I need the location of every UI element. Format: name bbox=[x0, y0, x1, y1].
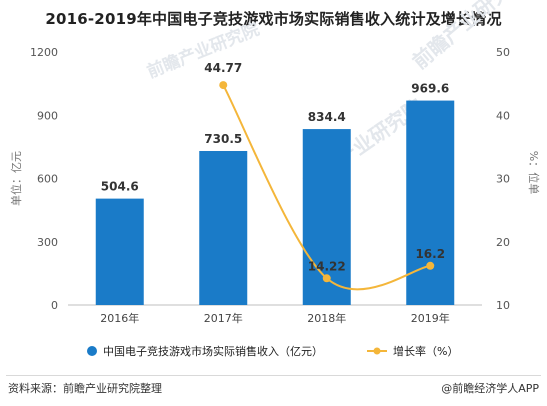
growth-rate-point bbox=[219, 81, 228, 90]
left-y-tick-label: 300 bbox=[37, 236, 58, 249]
axes: 0 300 600 900 1200 10 20 30 40 50 2016年 2017年 2018年 2… bbox=[9, 46, 541, 325]
growth-rate-point bbox=[322, 274, 331, 283]
growth-rate-point bbox=[426, 261, 435, 270]
right-y-tick-label: 30 bbox=[496, 173, 510, 186]
source-note: 资料来源：前瞻产业研究院整理 bbox=[8, 382, 162, 395]
left-y-tick-label: 0 bbox=[51, 299, 58, 312]
legend: 中国电子竞技游戏市场实际销售收入（亿元） 增长率（%） bbox=[87, 344, 458, 358]
line-series bbox=[219, 81, 435, 291]
revenue-bar bbox=[95, 198, 144, 305]
right-y-axis-label: %：位单 bbox=[527, 151, 541, 194]
footer-divider bbox=[6, 375, 541, 376]
bar-series bbox=[95, 100, 455, 306]
x-tick-label: 2017年 bbox=[204, 311, 243, 325]
revenue-bar-value: 504.6 bbox=[101, 180, 139, 194]
left-y-axis-label: 单位：亿元 bbox=[9, 151, 23, 206]
watermark-text: 前瞻产业研究院 bbox=[144, 19, 262, 83]
legend-bar-marker bbox=[87, 346, 97, 356]
right-y-tick-label: 50 bbox=[496, 46, 510, 59]
x-tick-label: 2019年 bbox=[411, 311, 450, 325]
left-y-tick-label: 900 bbox=[37, 109, 58, 122]
revenue-bar bbox=[199, 150, 248, 305]
revenue-bar-value: 730.5 bbox=[204, 132, 242, 146]
left-y-tick-label: 1200 bbox=[30, 46, 58, 59]
data-labels: 504.6 730.5 834.4 969.6 44.77 14.22 16.2 bbox=[101, 61, 449, 273]
x-tick-label: 2016年 bbox=[100, 311, 139, 325]
watermark-text: 前瞻产业研究院 bbox=[408, 0, 531, 74]
chart-title: 2016-2019年中国电子竞技游戏市场实际销售收入统计及增长情况 bbox=[45, 10, 502, 28]
brand-note: @前瞻经济学人APP bbox=[441, 382, 539, 395]
x-tick-label: 2018年 bbox=[307, 311, 346, 325]
growth-rate-line bbox=[222, 84, 431, 291]
revenue-bar-value: 834.4 bbox=[308, 110, 346, 124]
revenue-bar bbox=[406, 100, 455, 306]
left-y-tick-label: 600 bbox=[37, 173, 58, 186]
right-y-tick-label: 10 bbox=[496, 299, 510, 312]
growth-rate-value: 14.22 bbox=[308, 259, 346, 273]
revenue-bar-value: 969.6 bbox=[411, 82, 449, 96]
legend-bar-label: 中国电子竞技游戏市场实际销售收入（亿元） bbox=[103, 344, 323, 358]
growth-rate-value: 44.77 bbox=[204, 61, 242, 75]
right-y-tick-label: 40 bbox=[496, 109, 510, 122]
growth-rate-value: 16.2 bbox=[415, 247, 445, 261]
legend-line-dot bbox=[373, 347, 381, 355]
right-y-tick-label: 20 bbox=[496, 236, 510, 249]
legend-line-label: 增长率（%） bbox=[393, 344, 458, 358]
